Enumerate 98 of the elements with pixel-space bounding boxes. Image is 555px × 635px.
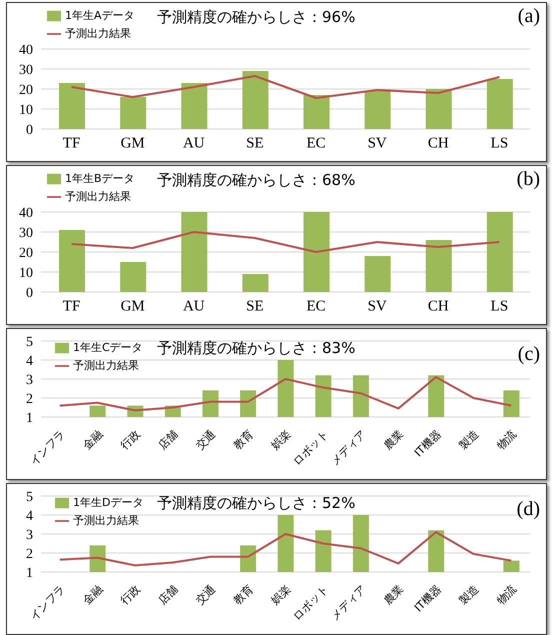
- bar: [59, 230, 85, 292]
- y-tick-label: 0: [26, 286, 33, 301]
- y-tick-label: 1: [26, 566, 33, 581]
- chart-title: 予測精度の確からしさ：52%: [157, 494, 356, 513]
- x-tick-label: CH: [428, 136, 449, 152]
- line-series: [58, 531, 512, 566]
- x-tick-label: IT機器: [412, 428, 444, 460]
- y-tick-label: 10: [19, 102, 33, 118]
- x-tick-label: 教育: [230, 582, 256, 608]
- y-tick-label: 30: [19, 62, 33, 78]
- y-tick-label: 2: [26, 546, 33, 562]
- x-tick-label: SE: [246, 298, 264, 315]
- text: (b): [516, 168, 540, 191]
- bar: [304, 95, 330, 129]
- legend-label: 1年生Bデータ: [65, 172, 135, 185]
- x-tick-label: 物流: [494, 428, 519, 452]
- x-tick-label: インフラ: [27, 582, 68, 623]
- x-tick-label: EC: [306, 136, 326, 152]
- bar: [426, 240, 452, 292]
- x-tick-label: GM: [120, 136, 145, 152]
- bar: [364, 91, 391, 129]
- bar: [120, 262, 146, 292]
- y-tick-label: 5: [26, 490, 33, 505]
- chart-title: 予測精度の確からしさ：96%: [157, 8, 356, 27]
- y-tick-label: 20: [19, 246, 33, 261]
- x-tick-label: メディア: [328, 582, 369, 623]
- x-tick-label: CH: [428, 298, 449, 315]
- y-tick-label: 0: [26, 122, 33, 138]
- y-tick-label: 3: [26, 372, 33, 388]
- x-tick-label: ロボット: [290, 428, 331, 468]
- bar: [304, 212, 330, 292]
- y-tick-label: 40: [19, 42, 33, 58]
- x-tick-label: 製造: [456, 428, 482, 452]
- line-series: [58, 376, 512, 412]
- x-tick-label: IT機器: [412, 582, 444, 614]
- bar: [181, 83, 208, 129]
- x-tick-label: 交通: [193, 428, 218, 452]
- x-tick-label: 行政: [118, 428, 143, 452]
- x-tick-label: 金融: [80, 582, 106, 608]
- x-tick-label: SE: [246, 136, 264, 152]
- y-tick-label: 30: [19, 226, 33, 241]
- x-tick-label: LS: [490, 298, 508, 315]
- bar: [242, 71, 268, 129]
- line-series: [70, 231, 500, 253]
- bar: [486, 79, 513, 129]
- x-tick-label: ロボット: [290, 582, 331, 623]
- bar: [59, 83, 85, 129]
- legend-label: 1年生Dデータ: [73, 496, 144, 509]
- y-tick-label: 4: [26, 508, 33, 524]
- x-tick-label: TF: [62, 136, 80, 152]
- x-tick-label: 農業: [381, 582, 406, 608]
- text: (a): [518, 5, 540, 28]
- legend-label: 予測出力結果: [65, 27, 131, 40]
- y-tick-label: 1: [26, 410, 33, 426]
- bar: [426, 89, 452, 129]
- y-tick-label: 4: [26, 354, 33, 369]
- annotation: (d): [516, 498, 540, 521]
- x-tick-label: TF: [62, 298, 80, 315]
- x-tick-label: SV: [368, 136, 387, 152]
- x-tick-label: SV: [368, 298, 387, 315]
- y-tick-label: 2: [26, 392, 33, 407]
- annotation: (c): [518, 343, 540, 366]
- x-tick-label: EC: [306, 298, 326, 315]
- legend-label: 1年生Cデータ: [73, 341, 143, 354]
- y-tick-label: 10: [19, 266, 33, 281]
- y-tick-label: 40: [19, 206, 33, 221]
- line-series: [70, 75, 500, 99]
- x-tick-label: 行政: [118, 582, 143, 608]
- bar: [364, 256, 391, 292]
- x-tick-label: 教育: [230, 428, 256, 452]
- y-tick-label: 3: [26, 528, 33, 543]
- y-tick-label: 20: [19, 82, 33, 98]
- legend-label: 予測出力結果: [73, 514, 139, 527]
- x-tick-label: AU: [182, 136, 205, 152]
- x-tick-label: 農業: [381, 428, 406, 452]
- x-tick-label: GM: [120, 298, 145, 315]
- x-tick-label: 物流: [494, 582, 519, 608]
- x-tick-label: 製造: [456, 582, 482, 608]
- x-tick-label: インフラ: [27, 428, 68, 468]
- x-tick-label: AU: [182, 298, 205, 315]
- y-tick-label: 5: [26, 334, 33, 350]
- bar: [181, 212, 208, 292]
- bar: [242, 274, 268, 292]
- x-tick-label: 娯楽: [268, 582, 294, 608]
- chart-title: 予測精度の確からしさ：83%: [157, 339, 356, 358]
- legend-label: 予測出力結果: [65, 190, 131, 203]
- x-tick-label: 娯楽: [268, 428, 294, 452]
- bar: [486, 212, 513, 292]
- chart-title: 予測精度の確からしさ：68%: [157, 171, 356, 190]
- x-tick-label: 店舗: [156, 582, 180, 608]
- legend-label: 予測出力結果: [73, 359, 139, 372]
- legend-label: 1年生Aデータ: [65, 9, 135, 22]
- x-tick-label: メディア: [328, 428, 369, 468]
- bar: [120, 97, 146, 129]
- x-tick-label: 店舗: [156, 428, 180, 452]
- x-tick-label: 交通: [193, 582, 218, 608]
- x-tick-label: LS: [490, 136, 508, 152]
- x-tick-label: 金融: [80, 428, 106, 452]
